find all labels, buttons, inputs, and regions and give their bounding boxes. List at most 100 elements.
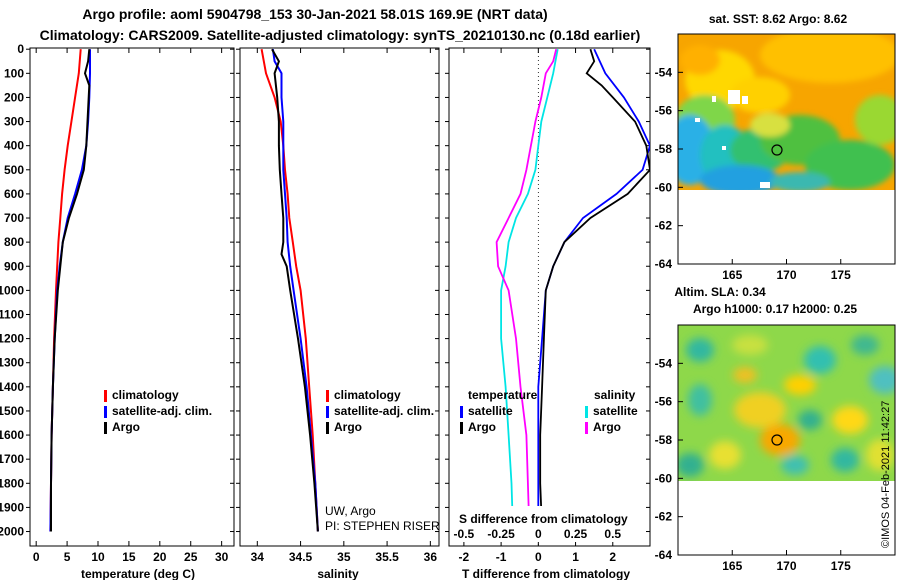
legend-satellite-adj: satellite-adj. clim. — [112, 404, 212, 418]
depth-tick-label: 800 — [4, 235, 24, 249]
x-tick-label: 15 — [122, 550, 136, 564]
salinity-panel: 34 34.5 35 35.5 36 salinity climatology sate… — [236, 47, 440, 580]
x-tick-label: 34.5 — [289, 550, 313, 564]
depth-tick-label: 400 — [4, 139, 24, 153]
legend-t-satellite: satellite — [468, 404, 513, 418]
legend-climatology: climatology — [112, 388, 179, 402]
depth-tick-label: 500 — [4, 163, 24, 177]
depth-axis: 0 100 200 300 400 500 600 700 800 900 1000 1100 1200… — [0, 42, 234, 539]
series-line-t-satellite — [537, 48, 650, 532]
series-line-s-argo — [495, 48, 558, 532]
legend-swatch-satellite — [104, 406, 107, 418]
sst-map-title: sat. SST: 8.62 Argo: 8.62 — [709, 12, 848, 26]
map-lon-label: 175 — [831, 268, 851, 282]
sla-map-axes: -54 -56 -58 -60 -62 -64 165 170 175 — [655, 356, 851, 573]
depth-tick-label: 1300 — [0, 356, 24, 370]
legend-swatch-climatology — [326, 390, 329, 402]
sla-argo-marker — [771, 434, 783, 446]
x-tick-label: 34 — [251, 550, 265, 564]
series-line-argo — [50, 49, 91, 532]
temperature-plot-frame — [29, 47, 235, 547]
map-lat-label: -60 — [655, 471, 673, 485]
salinity-plot-frame — [239, 47, 440, 547]
series-line-t-argo — [539, 48, 650, 532]
header-line1: Argo profile: aoml 5904798_153 30-Jan-20… — [82, 6, 547, 22]
legend-temperature-header: temperature — [468, 388, 538, 402]
header-line2: Climatology: CARS2009. Satellite-adjuste… — [40, 27, 641, 43]
legend-t-argo: Argo — [468, 420, 496, 434]
map-lon-label: 175 — [831, 559, 851, 573]
depth-tick-label: 300 — [4, 115, 24, 129]
depth-tick-label: 600 — [4, 187, 24, 201]
salinity-lines — [260, 48, 319, 532]
temperature-legend: climatology satellite-adj. clim. Argo — [104, 388, 212, 434]
s-diff-tick-label: 0.5 — [604, 527, 621, 541]
legend-argo: Argo — [334, 420, 362, 434]
sst-field — [678, 34, 895, 190]
legend-swatch-argo — [104, 422, 107, 434]
depth-tick-label: 1600 — [0, 428, 24, 442]
depth-tick-label: 2000 — [0, 525, 24, 539]
legend-climatology: climatology — [334, 388, 401, 402]
x-tick-label: 1 — [572, 550, 579, 564]
difference-xlabel: T difference from climatology — [462, 567, 630, 580]
difference-y-ticks — [445, 48, 650, 533]
sst-map-axes: -54 -56 -58 -60 -62 -64 165 170 175 — [655, 65, 851, 282]
pi-note-line2: PI: STEPHEN RISER — [325, 519, 440, 533]
legend-salinity-header: salinity — [594, 388, 636, 402]
difference-legend: temperature satellite Argo salinity sate… — [460, 388, 638, 434]
s-difference-label: S difference from climatology — [459, 512, 628, 526]
map-lon-label: 165 — [722, 268, 742, 282]
sst-missing-pixels — [695, 90, 770, 188]
difference-panel: -2 -1 0 1 2 T difference from climatology S … — [445, 47, 651, 580]
map-lon-label: 170 — [776, 268, 796, 282]
sst-map: sat. SST: 8.62 Argo: 8.62 — [655, 12, 896, 282]
x-tick-label: 5 — [64, 550, 71, 564]
map-lat-label: -58 — [655, 142, 673, 156]
salinity-xlabel: salinity — [317, 567, 359, 580]
map-lat-label: -64 — [655, 257, 673, 271]
depth-tick-label: 0 — [17, 42, 24, 56]
s-diff-tick-label: -0.25 — [487, 527, 515, 541]
map-lat-label: -56 — [655, 104, 673, 118]
depth-tick-label: 1000 — [0, 283, 24, 297]
salinity-x-axis: 34 34.5 35 35.5 36 — [251, 48, 438, 564]
series-line-climatology — [49, 49, 82, 532]
legend-s-argo: Argo — [593, 420, 621, 434]
legend-swatch-climatology — [104, 390, 107, 402]
temperature-x-axis: 0 5 10 15 20 25 30 — [33, 48, 229, 564]
s-diff-tick-label: -0.5 — [454, 527, 475, 541]
x-tick-label: 0 — [535, 550, 542, 564]
x-tick-label: -1 — [496, 550, 507, 564]
sla-blobs — [678, 335, 895, 477]
depth-tick-label: 1900 — [0, 500, 24, 514]
series-line-s-satellite — [500, 49, 559, 532]
x-tick-label: 20 — [153, 550, 167, 564]
sla-map-title2: Argo h1000: 0.17 h2000: 0.25 — [693, 302, 857, 316]
legend-swatch-t-argo — [460, 422, 463, 434]
depth-tick-label: 1100 — [0, 307, 24, 321]
map-lat-label: -58 — [655, 433, 673, 447]
x-tick-label: 0 — [33, 550, 40, 564]
depth-tick-label: 900 — [4, 259, 24, 273]
series-line-argo — [271, 48, 319, 532]
map-lat-label: -54 — [655, 356, 673, 370]
series-line-satellite-adj-clim- — [49, 49, 91, 532]
difference-lines — [495, 48, 650, 532]
map-lat-label: -64 — [655, 548, 673, 562]
pi-note-line1: UW, Argo — [325, 504, 376, 518]
x-tick-label: 35.5 — [375, 550, 399, 564]
s-diff-tick-label: 0 — [535, 527, 542, 541]
x-tick-label: 35 — [337, 550, 351, 564]
depth-tick-label: 1800 — [0, 476, 24, 490]
legend-swatch-satellite — [326, 406, 329, 418]
salinity-difference-axis: -0.5 -0.25 0 0.25 0.5 — [454, 527, 622, 541]
x-tick-label: 36 — [424, 550, 438, 564]
legend-swatch-t-satellite — [460, 406, 463, 418]
map-lat-label: -62 — [655, 510, 673, 524]
sla-map: Altim. SLA: 0.34 Argo h1000: 0.17 h2000:… — [655, 285, 896, 573]
x-tick-label: 25 — [184, 550, 198, 564]
series-line-satellite-adj-clim- — [271, 49, 319, 532]
salinity-y-ticks — [236, 48, 439, 533]
temperature-lines — [49, 49, 91, 532]
